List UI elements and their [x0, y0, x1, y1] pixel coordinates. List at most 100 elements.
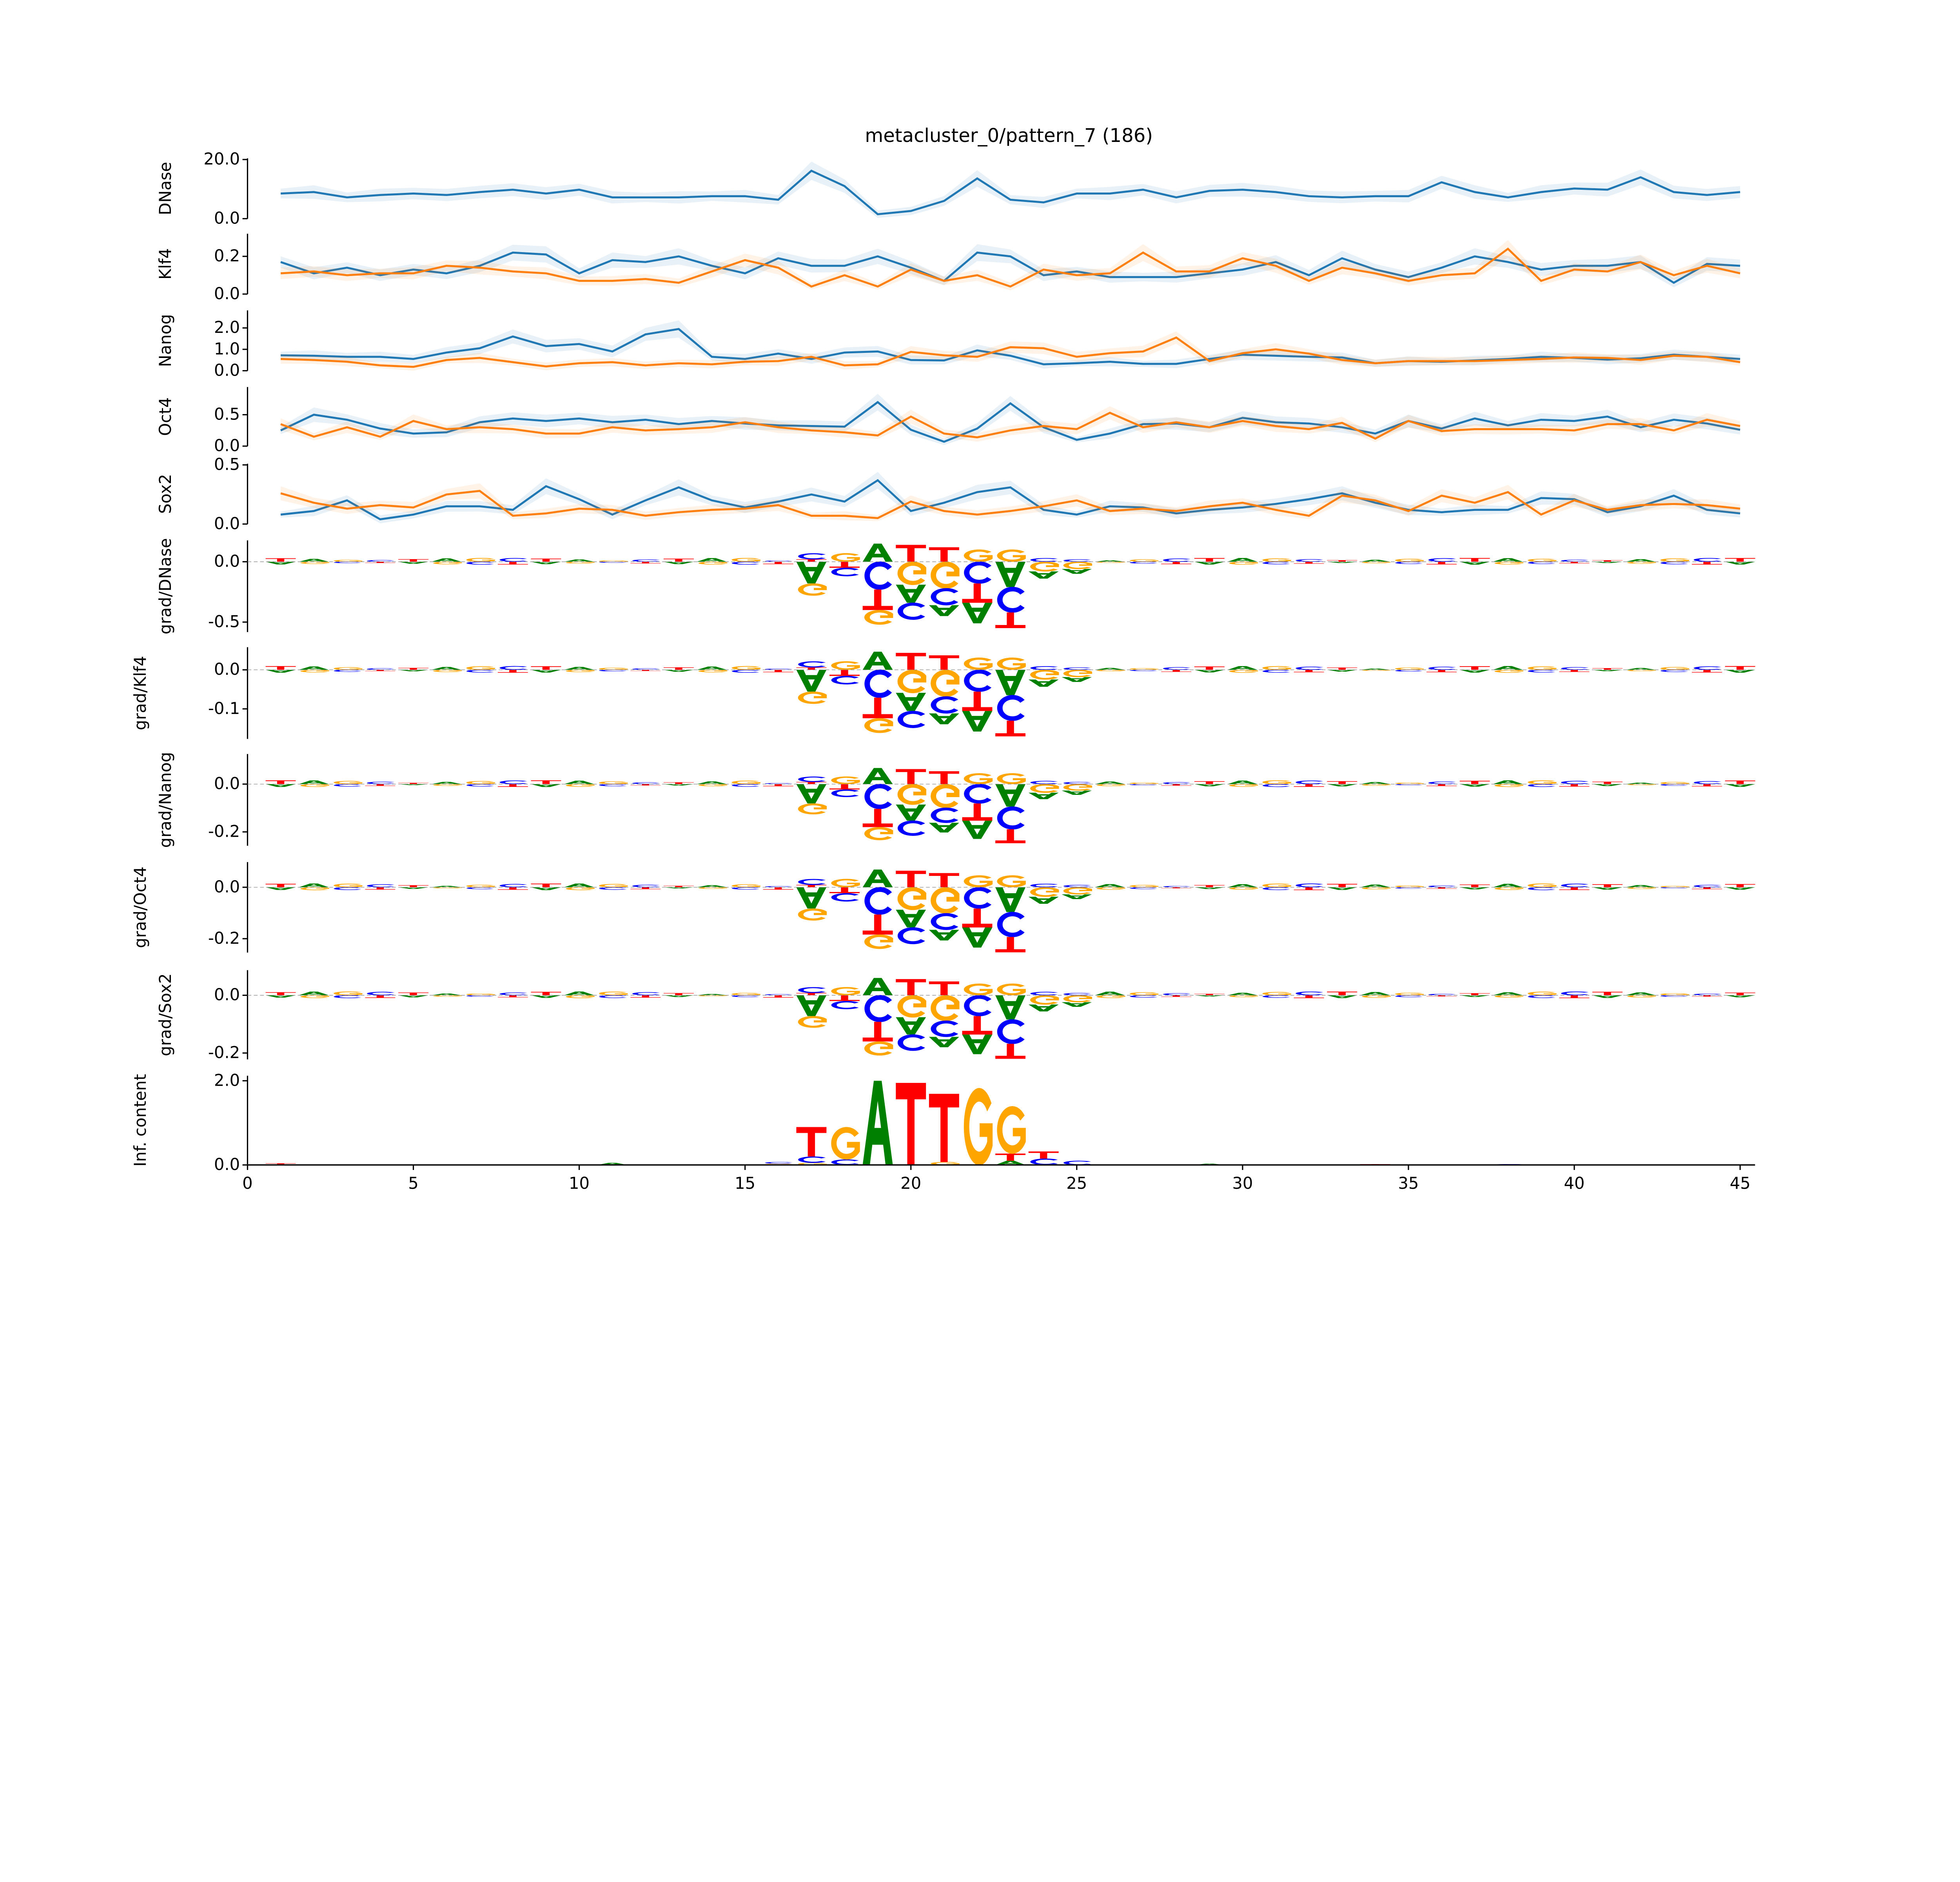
- logo-letter-A: [1725, 784, 1755, 787]
- logo-letter-T: [1459, 884, 1490, 887]
- logo-letter-A: [265, 887, 296, 890]
- logo-letter: [265, 670, 296, 673]
- logo-letter-A: [1592, 887, 1623, 890]
- logo-letter: [531, 558, 561, 562]
- logo-letter: [732, 784, 759, 787]
- logo-letter: [763, 561, 793, 564]
- logo-letter: [1362, 784, 1391, 786]
- logo-letter: [699, 995, 728, 997]
- logo-letter-A: [1360, 885, 1390, 887]
- logo-letter-G: [334, 883, 363, 887]
- logo-letter: [1592, 670, 1623, 671]
- logo-letter: [864, 887, 892, 915]
- logo-letter: [1493, 558, 1523, 562]
- logo-letter: [299, 992, 329, 995]
- logo-letter-A: [431, 558, 462, 562]
- logo-letter: [566, 561, 595, 564]
- logo-letter: [995, 1044, 1026, 1059]
- logo-letter-T: [1194, 994, 1225, 995]
- logo-letter-T: [763, 887, 793, 890]
- logo-letter: [334, 667, 363, 670]
- logo-letter-T: [398, 992, 428, 995]
- logo-letter: [1030, 992, 1058, 995]
- logo-letter: [1395, 559, 1424, 562]
- logo-letter-C: [1428, 667, 1456, 670]
- panel-grad-klf4: -0.1 0.0 grad/Klf4: [131, 647, 1755, 739]
- logo-letter-G: [1030, 784, 1059, 793]
- series-line-blue: [280, 251, 1740, 284]
- logo-letter: [1692, 561, 1722, 565]
- logo-letter-T: [398, 885, 428, 887]
- logo-letter: [964, 887, 992, 909]
- logo-letter-G: [731, 780, 760, 784]
- logo-letter-A: [962, 1034, 993, 1054]
- logo-letter: [663, 558, 694, 562]
- y-axis-label: Nanog: [156, 314, 175, 367]
- logo-letter: [1360, 885, 1390, 887]
- logo-letter-T: [1559, 995, 1590, 998]
- logo-letter: [1062, 1002, 1092, 1007]
- logo-letter-G: [864, 934, 893, 949]
- logo-letter-G: [1063, 561, 1093, 569]
- logo-letter: [599, 992, 628, 995]
- logo-letter-C: [1296, 991, 1323, 995]
- logo-letter-A: [663, 887, 694, 888]
- logo-letter-G: [1096, 670, 1125, 672]
- logo-letter-T: [630, 784, 661, 786]
- logo-letter: [964, 549, 993, 562]
- logo-letter-T: [962, 1016, 993, 1035]
- logo-letter: [864, 995, 892, 1022]
- y-tick-label: 0.5: [214, 405, 240, 424]
- logo-letter-A: [862, 543, 893, 562]
- logo-letter-C: [897, 602, 925, 620]
- logo-letter-C: [1561, 560, 1589, 562]
- logo-letter: [929, 1094, 959, 1162]
- logo-letter-T: [995, 1044, 1026, 1059]
- logo-letter-G: [1262, 780, 1291, 784]
- logo-letter: [431, 558, 462, 562]
- logo-letter-G: [1660, 558, 1690, 562]
- logo-letter: [831, 1159, 859, 1165]
- logo-letter-G: [964, 773, 993, 784]
- logo-letter: [1028, 1151, 1059, 1159]
- logo-letter-G: [1229, 784, 1258, 787]
- logo-letter: [1692, 995, 1722, 997]
- logo-letter-T: [796, 559, 827, 562]
- logo-letter-G: [1528, 780, 1557, 784]
- logo-letter-A: [796, 887, 827, 909]
- logo-letter-T: [796, 667, 827, 670]
- logo-letter: [929, 655, 959, 670]
- logo-letter: [697, 781, 727, 784]
- logo-letter: [1459, 884, 1490, 887]
- logo-letter: [896, 769, 926, 784]
- logo-letter: [365, 784, 396, 786]
- logo-letter-G: [466, 781, 495, 784]
- logo-letter-A: [1493, 992, 1523, 995]
- logo-letter-G: [897, 887, 926, 910]
- logo-letter-A: [265, 784, 296, 787]
- logo-letter: [798, 661, 826, 668]
- logo-letter-G: [1063, 995, 1093, 1003]
- logo-letter: [1227, 884, 1258, 887]
- logo-letter: [995, 995, 1026, 1020]
- logo-letter: [698, 670, 728, 672]
- logo-letter: [831, 1001, 859, 1009]
- y-tick-label: 0.0: [214, 659, 240, 679]
- logo-letter-T: [995, 829, 1026, 843]
- logo-letter: [1229, 561, 1258, 565]
- logo-letter: [1428, 558, 1456, 562]
- logo-letter: [1693, 885, 1721, 888]
- y-tick-label: 0.2: [214, 246, 240, 265]
- logo-letter: [1096, 561, 1125, 563]
- logo-letter-A: [995, 784, 1026, 807]
- logo-letter: [1395, 784, 1423, 785]
- confidence-band: [281, 320, 1740, 369]
- logo-letter-A: [564, 883, 595, 887]
- logo-letter-T: [995, 937, 1026, 952]
- logo-letter: [1725, 887, 1755, 890]
- logo-letter-C: [864, 561, 892, 590]
- logo-letter: [931, 887, 960, 914]
- logo-letter-T: [1692, 561, 1722, 565]
- y-tick-label: 0.0: [214, 877, 240, 896]
- logo-letter: [929, 981, 959, 995]
